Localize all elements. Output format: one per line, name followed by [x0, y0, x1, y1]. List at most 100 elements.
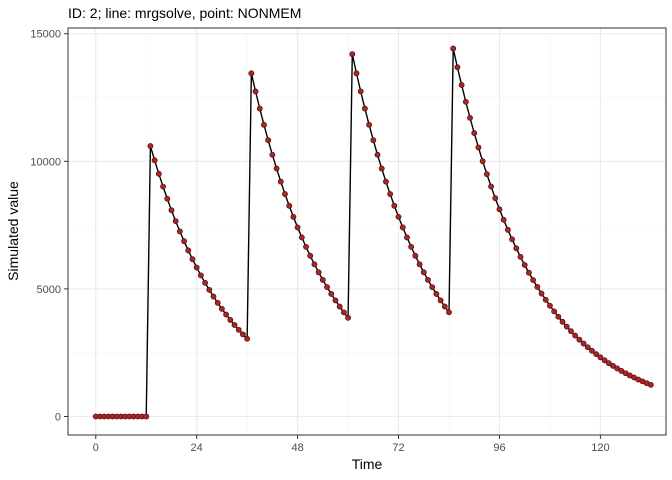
data-point — [433, 291, 440, 297]
data-point — [353, 70, 360, 77]
x-tick-label: 48 — [291, 442, 303, 454]
data-point — [185, 247, 192, 254]
x-axis: 0 24 48 72 96 120 — [93, 435, 610, 454]
data-point — [286, 202, 293, 209]
data-point — [408, 243, 415, 250]
data-point — [261, 121, 267, 128]
data-point — [559, 318, 566, 325]
data-point — [614, 365, 621, 372]
data-point — [332, 297, 339, 304]
data-point — [277, 178, 284, 185]
data-point — [361, 105, 368, 112]
data-point — [551, 308, 558, 315]
data-point — [160, 183, 166, 190]
data-point — [210, 293, 217, 300]
data-point — [412, 252, 419, 259]
data-point — [475, 144, 482, 151]
data-point — [387, 191, 394, 197]
data-point — [181, 238, 187, 245]
data-point — [526, 269, 532, 276]
data-point — [298, 234, 305, 241]
data-point — [580, 340, 587, 347]
data-point — [315, 269, 322, 276]
data-point — [429, 284, 436, 291]
data-point — [219, 305, 225, 312]
data-point — [370, 137, 377, 144]
plot-panel — [68, 28, 666, 435]
data-point — [223, 311, 230, 318]
data-point — [168, 207, 175, 214]
data-point — [151, 157, 158, 164]
data-point — [378, 165, 385, 172]
x-tick-label: 72 — [392, 442, 404, 454]
y-tick-label: 10000 — [30, 156, 61, 168]
data-point — [504, 226, 511, 233]
data-point — [193, 264, 200, 271]
y-tick-label: 0 — [55, 412, 61, 424]
data-point — [189, 256, 196, 263]
data-point — [576, 336, 583, 343]
data-point — [496, 206, 503, 213]
data-point — [176, 228, 183, 235]
data-point — [311, 261, 318, 268]
data-point — [357, 88, 364, 95]
data-point — [269, 151, 276, 158]
data-point — [458, 82, 465, 88]
data-point — [416, 261, 423, 268]
data-point — [488, 183, 494, 190]
data-point — [509, 236, 515, 243]
data-point — [399, 224, 406, 231]
data-point — [324, 284, 330, 291]
x-tick-label: 96 — [493, 442, 505, 454]
data-point — [172, 218, 179, 225]
data-point — [462, 98, 469, 105]
data-point — [597, 354, 604, 361]
data-point — [471, 130, 478, 136]
data-point — [256, 105, 263, 112]
data-point — [584, 344, 591, 351]
data-point — [374, 151, 381, 158]
data-point — [479, 158, 486, 165]
x-tick-label: 24 — [191, 442, 203, 454]
data-point — [467, 114, 473, 121]
data-point — [454, 64, 461, 71]
data-point — [568, 328, 574, 335]
data-point — [235, 326, 242, 333]
nonmem-points — [92, 45, 654, 420]
y-tick-label: 15000 — [30, 29, 61, 41]
data-point — [538, 290, 545, 297]
data-point — [265, 137, 272, 144]
y-tick-label: 5000 — [37, 284, 61, 296]
data-point — [303, 243, 309, 250]
data-point — [143, 413, 150, 420]
data-point — [231, 322, 238, 328]
data-point — [307, 252, 314, 259]
data-point — [605, 360, 612, 367]
data-point — [441, 303, 448, 310]
data-point — [345, 314, 351, 321]
data-point — [534, 284, 541, 290]
data-point — [500, 216, 507, 223]
data-point — [294, 224, 301, 231]
data-point — [282, 191, 288, 197]
data-point — [601, 357, 608, 364]
data-point — [446, 309, 452, 316]
panel-border — [67, 27, 667, 436]
data-point — [492, 195, 499, 202]
data-point — [273, 165, 280, 172]
y-axis: 0 5000 10000 15000 — [30, 29, 68, 424]
minor-gridlines — [68, 28, 666, 435]
data-point — [589, 347, 595, 354]
data-point — [542, 296, 549, 303]
data-point — [336, 303, 343, 310]
y-axis-title: Simulated value — [5, 181, 21, 281]
data-point — [391, 202, 398, 209]
data-point — [521, 262, 528, 268]
x-tick-label: 0 — [93, 442, 99, 454]
data-point — [248, 70, 255, 77]
data-point — [610, 362, 616, 369]
major-gridlines — [68, 28, 666, 435]
data-point — [563, 323, 570, 330]
data-point — [593, 351, 600, 358]
